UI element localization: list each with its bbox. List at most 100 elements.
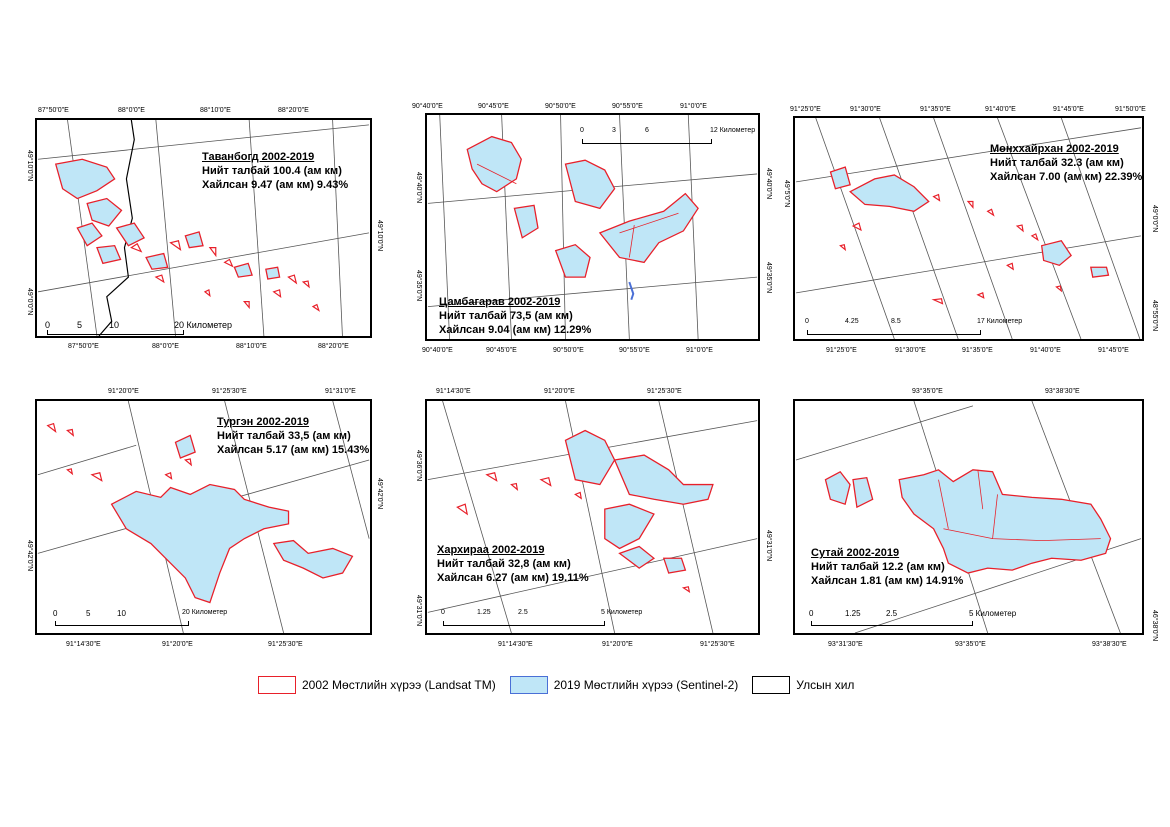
tick-label: 91°35'0"E xyxy=(962,347,993,354)
tick-label: 49°35'0"N xyxy=(765,262,772,294)
tick-label: 93°35'0"E xyxy=(955,641,986,648)
map-panel-monkhkhairkhan: Мөнххайрхан 2002-2019 Нийт талбай 32.3 (… xyxy=(793,116,1144,341)
tick-label: 49°31'0"N xyxy=(765,530,772,562)
tick-label: 93°38'30"E xyxy=(1045,388,1080,395)
tick-label: 91°25'30"E xyxy=(212,388,247,395)
panel-title: Тургэн 2002-2019 xyxy=(217,416,309,428)
tick-label: 91°25'30"E xyxy=(647,388,682,395)
scale-label: 0 xyxy=(580,127,584,134)
tick-label: 93°35'0"E xyxy=(912,388,943,395)
total-area-label: Нийт талбай 33,5 (ам км) xyxy=(217,430,351,442)
tick-label: 91°25'30"E xyxy=(268,641,303,648)
tick-label: 88°0'0"E xyxy=(152,343,179,350)
map-panel-tsambagarav: 0 3 6 12 Километер Цамбагарав 2002-2019 … xyxy=(425,113,760,341)
panel-info: Хархираа 2002-2019 Нийт талбай 32,8 (ам … xyxy=(437,543,589,585)
scale-label: 0 xyxy=(441,609,445,616)
tick-label: 91°25'0"E xyxy=(790,106,821,113)
panel-info: Тургэн 2002-2019 Нийт талбай 33,5 (ам км… xyxy=(217,415,369,457)
tick-label: 88°0'0"E xyxy=(118,107,145,114)
tick-label: 49°10'0"N xyxy=(376,220,383,252)
glacier-map-kharkhiraa xyxy=(427,401,758,633)
scale-label: 12 Километер xyxy=(710,127,756,134)
tick-label: 91°31'0"E xyxy=(325,388,356,395)
tick-label: 91°30'0"E xyxy=(895,347,926,354)
legend-item-2019: 2019 Мөстлийн хүрээ (Sentinel-2) xyxy=(509,676,738,694)
tick-label: 91°45'0"E xyxy=(1053,106,1084,113)
scale-label: 10 xyxy=(117,609,126,618)
tick-label: 91°30'0"E xyxy=(850,106,881,113)
tick-label: 91°20'0"E xyxy=(108,388,139,395)
tick-label: 91°35'0"E xyxy=(920,106,951,113)
scale-label: 20 Километер xyxy=(182,609,228,616)
scale-label: 3 xyxy=(612,127,616,134)
tick-label: 91°25'30"E xyxy=(700,641,735,648)
tick-label: 90°45'0"E xyxy=(478,103,509,110)
panel-title: Сутай 2002-2019 xyxy=(811,547,900,559)
tick-label: 91°50'0"E xyxy=(1115,106,1146,113)
tick-label: 49°5'0"N xyxy=(783,180,790,208)
panel-title: Цамбагарав 2002-2019 xyxy=(439,296,561,308)
tick-label: 91°0'0"E xyxy=(686,347,713,354)
tick-label: 88°10'0"E xyxy=(236,343,267,350)
map-panel-sutai: Сутай 2002-2019 Нийт талбай 12.2 (ам км)… xyxy=(793,399,1144,635)
scale-label: 20 Километер xyxy=(174,320,233,330)
scale-label: 1.25 xyxy=(477,609,491,616)
melted-area-label: Хайлсан 7.00 (ам км) 22.39% xyxy=(990,171,1143,183)
melted-area-label: Хайлсан 9.47 (ам км) 9.43% xyxy=(202,179,349,191)
map-panel-turgen: Тургэн 2002-2019 Нийт талбай 33,5 (ам км… xyxy=(35,399,372,635)
tick-label: 87°50'0"E xyxy=(38,107,69,114)
tick-label: 91°20'0"E xyxy=(162,641,193,648)
tick-label: 90°55'0"E xyxy=(612,103,643,110)
tick-label: 90°40'0"E xyxy=(422,347,453,354)
panel-title: Хархираа 2002-2019 xyxy=(437,544,545,556)
scale-label: 1.25 xyxy=(845,609,861,618)
tick-label: 91°45'0"E xyxy=(1098,347,1129,354)
melted-area-label: Хайлсан 9.04 (ам км) 12.29% xyxy=(439,324,592,336)
scale-label: 0 xyxy=(45,320,51,330)
tick-label: 49°35'0"N xyxy=(415,270,422,302)
tick-label: 93°31'30"E xyxy=(828,641,863,648)
tick-label: 91°20'0"E xyxy=(544,388,575,395)
scale-label: 8.5 xyxy=(891,318,901,325)
melted-area-label: Хайлсан 1.81 (ам км) 14.91% xyxy=(811,575,964,587)
tick-label: 49°42'0"N xyxy=(26,540,33,572)
scale-label: 0 xyxy=(53,609,58,618)
map-legend: 2002 Мөстлийн хүрээ (Landsat TM) 2019 Мө… xyxy=(258,674,868,696)
scale-label: 2.5 xyxy=(886,609,898,618)
panel-title: Мөнххайрхан 2002-2019 xyxy=(990,143,1119,155)
tick-label: 91°25'0"E xyxy=(826,347,857,354)
tick-label: 49°0'0"N xyxy=(1151,205,1158,233)
scale-label: 5 Километер xyxy=(601,609,643,616)
tick-label: 49°0'0"N xyxy=(26,288,33,316)
total-area-label: Нийт талбай 32.3 (ам км) xyxy=(990,157,1124,169)
tick-label: 88°20'0"E xyxy=(318,343,349,350)
tick-label: 49°40'0"N xyxy=(415,172,422,204)
tick-label: 87°50'0"E xyxy=(68,343,99,350)
scale-bar: 0 3 6 12 Километер xyxy=(580,127,757,145)
tick-label: 91°14'30"E xyxy=(498,641,533,648)
tick-label: 49°36'0"N xyxy=(415,450,422,482)
tick-label: 49°42'0"N xyxy=(376,478,383,510)
scale-label: 10 xyxy=(109,320,120,330)
tick-label: 90°50'0"E xyxy=(553,347,584,354)
glacier-map-tsambagarav xyxy=(427,115,758,339)
legend-swatch-border xyxy=(752,676,791,694)
scale-label: 4.25 xyxy=(845,318,859,325)
tick-label: 49°10'0"N xyxy=(26,150,33,182)
legend-label: Улсын хил xyxy=(796,678,855,692)
panel-title: Таванбогд 2002-2019 xyxy=(202,151,315,163)
tick-label: 88°20'0"E xyxy=(278,107,309,114)
tick-label: 91°40'0"E xyxy=(1030,347,1061,354)
glacier-map-turgen xyxy=(37,401,370,633)
scale-label: 5 xyxy=(77,320,83,330)
panel-info: Мөнххайрхан 2002-2019 Нийт талбай 32.3 (… xyxy=(990,142,1142,184)
tick-label: 46°38'0"N xyxy=(1151,610,1158,642)
tick-label: 90°50'0"E xyxy=(545,103,576,110)
tick-label: 90°40'0"E xyxy=(412,103,443,110)
scale-label: 6 xyxy=(645,127,649,134)
scale-label: 5 Километер xyxy=(969,609,1017,618)
tick-label: 91°20'0"E xyxy=(602,641,633,648)
legend-label: 2002 Мөстлийн хүрээ (Landsat TM) xyxy=(302,678,496,692)
scale-label: 17 Километер xyxy=(977,318,1023,325)
legend-swatch-2002 xyxy=(258,676,296,694)
